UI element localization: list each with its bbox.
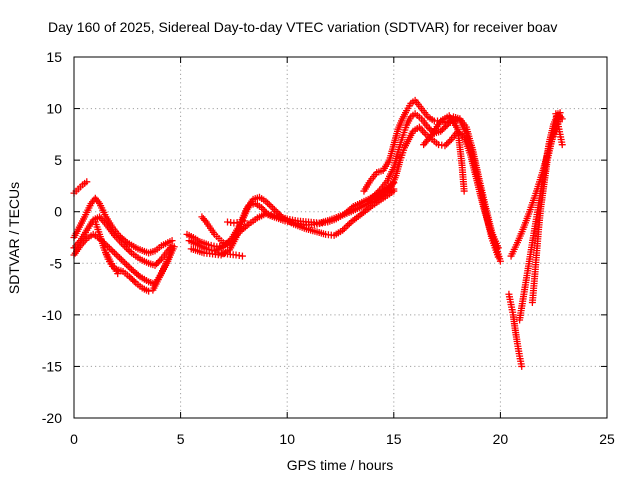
- series-arc-l: [215, 249, 246, 260]
- data-point: [121, 259, 129, 267]
- x-tick-label: 15: [386, 431, 402, 447]
- axis-ticks: 0 5 10 15 20 25 -20 -15 -10 -5 0 5 10 15: [42, 49, 615, 447]
- series-arc-t: [528, 109, 564, 306]
- data-point: [265, 201, 273, 209]
- y-axis-label: SDTVAR / TECUs: [6, 182, 22, 294]
- data-point: [114, 270, 122, 278]
- data-point: [126, 247, 134, 255]
- chart-title: Day 160 of 2025, Sidereal Day-to-day VTE…: [48, 19, 557, 35]
- x-axis-label: GPS time / hours: [287, 457, 394, 473]
- y-tick-label: 5: [54, 152, 62, 168]
- data-point: [130, 277, 138, 285]
- x-tick-label: 5: [177, 431, 185, 447]
- data-point: [129, 276, 137, 284]
- grid-lines: [74, 57, 607, 418]
- data-point: [117, 256, 125, 264]
- data-point: [437, 127, 445, 135]
- data-point: [364, 197, 372, 205]
- data-point: [267, 202, 275, 210]
- data-point: [460, 187, 468, 195]
- data-point: [224, 241, 232, 249]
- data-point: [496, 257, 504, 265]
- y-tick-label: -20: [42, 410, 62, 426]
- plot-frame: [73, 56, 608, 419]
- series-arc-f: [102, 249, 122, 278]
- data-point: [558, 141, 566, 149]
- y-tick-label: 10: [46, 101, 62, 117]
- data-point: [145, 287, 153, 295]
- data-point: [444, 139, 452, 147]
- series-arc-u: [552, 110, 566, 149]
- series-arc-q: [505, 290, 526, 370]
- series-arc-j: [198, 213, 232, 249]
- data-point: [154, 258, 162, 266]
- data-point: [442, 123, 450, 131]
- series-arc-p: [420, 112, 468, 195]
- data-point: [238, 252, 246, 260]
- data-point: [241, 217, 249, 225]
- data-point: [556, 109, 564, 117]
- data-point: [116, 254, 124, 262]
- series-arc-i: [183, 185, 398, 251]
- x-tick-label: 10: [279, 431, 295, 447]
- data-point: [236, 218, 244, 226]
- data-point: [151, 261, 159, 269]
- data-point: [122, 261, 130, 269]
- series-arc-e: [70, 178, 91, 197]
- data-point: [153, 260, 161, 268]
- data-point: [124, 246, 132, 254]
- data-point: [440, 124, 448, 132]
- y-tick-label: 15: [46, 49, 62, 65]
- data-point: [344, 221, 352, 229]
- y-tick-label: -5: [50, 255, 63, 271]
- series-arc-k: [224, 217, 249, 227]
- data-point: [443, 140, 451, 148]
- data-point: [112, 251, 120, 259]
- data-point: [114, 252, 122, 260]
- y-tick-label: -15: [42, 358, 62, 374]
- y-tick-label: 0: [54, 204, 62, 220]
- data-point: [438, 126, 446, 134]
- y-tick-label: -10: [42, 307, 62, 323]
- x-tick-label: 25: [599, 431, 615, 447]
- data-point: [342, 223, 350, 231]
- data-point: [441, 142, 449, 150]
- data-point: [125, 273, 133, 281]
- data-point: [518, 362, 526, 370]
- data-point: [156, 257, 164, 265]
- data-points: [70, 96, 566, 370]
- x-tick-label: 20: [493, 431, 509, 447]
- data-point: [111, 249, 119, 257]
- x-tick-label: 0: [70, 431, 78, 447]
- series-arc-o: [368, 123, 504, 265]
- series-arc-m: [360, 96, 502, 252]
- data-point: [424, 123, 432, 131]
- data-point: [170, 243, 178, 251]
- data-point: [127, 274, 135, 282]
- data-point: [83, 178, 91, 186]
- data-point: [269, 204, 277, 212]
- data-point: [124, 262, 132, 270]
- data-point: [109, 247, 117, 255]
- data-point: [446, 137, 454, 145]
- data-point: [426, 125, 434, 133]
